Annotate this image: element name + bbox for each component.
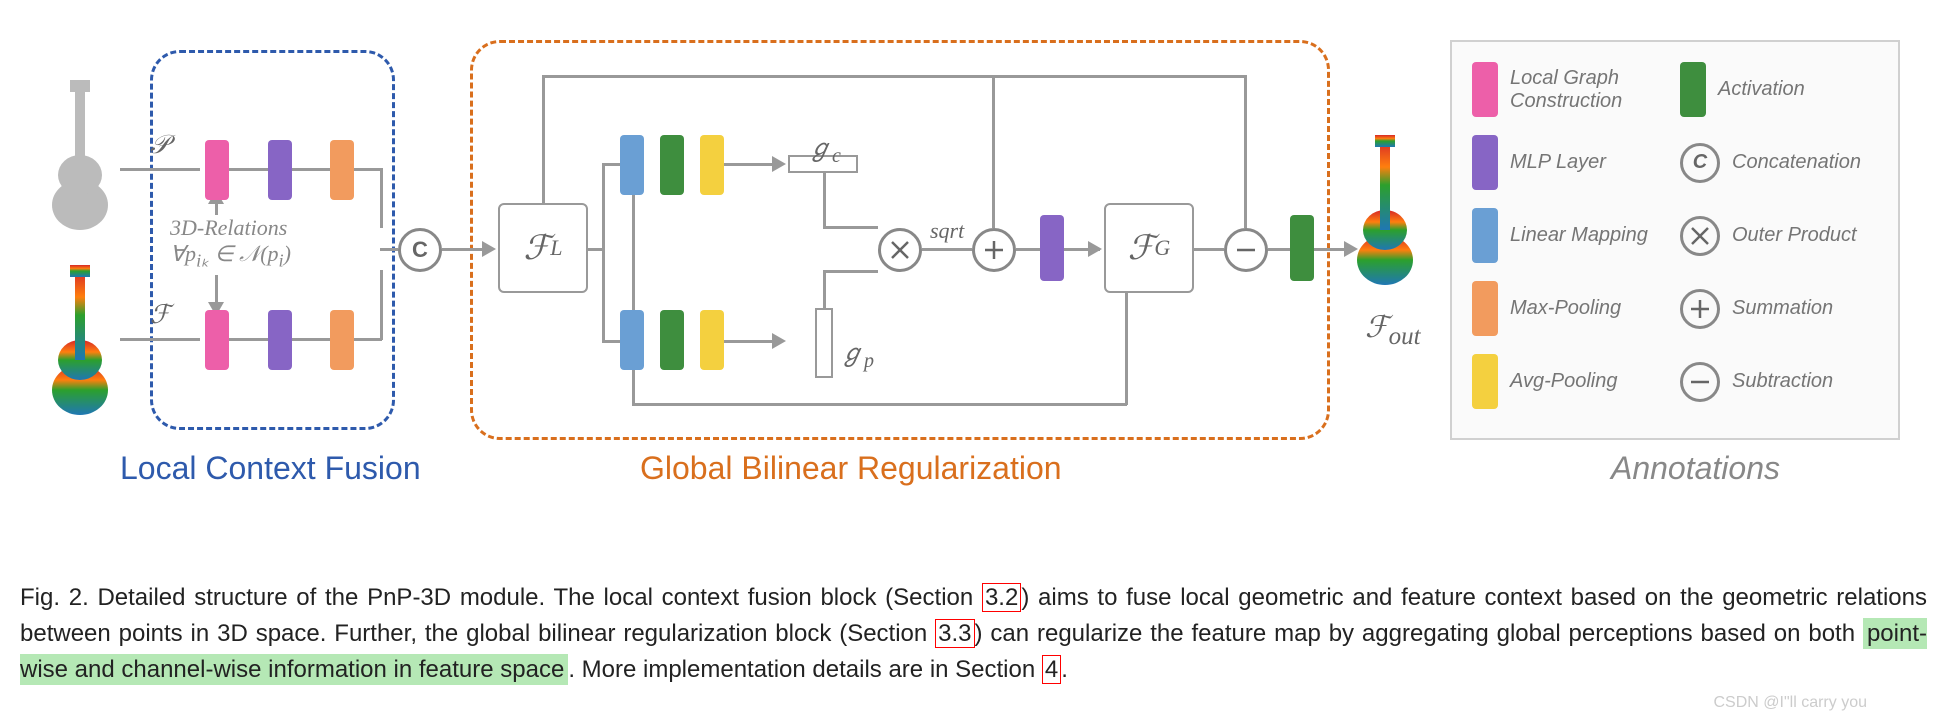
activation-block: [660, 310, 684, 370]
sqrt-label: sqrt: [930, 218, 964, 244]
legend-maxpool: Max-Pooling: [1472, 281, 1670, 336]
local_graph-block: [205, 140, 229, 200]
local-title: Local Context Fusion: [120, 450, 421, 487]
arrow-head: [1344, 241, 1358, 257]
architecture-diagram: 𝒫 ℱ 3D-Relations ∀piₖ ∈ 𝒩(pi) ℱout C ℱL …: [20, 20, 1920, 540]
arrow: [602, 163, 605, 343]
local_graph-block: [205, 310, 229, 370]
arrow: [602, 340, 620, 343]
mlp-block: [1040, 215, 1064, 281]
linear_mapping-block: [620, 135, 644, 195]
figure-caption: Fig. 2. Detailed structure of the PnP-3D…: [20, 580, 1927, 688]
gc-label: ℊc: [808, 128, 841, 168]
arrow: [1268, 248, 1290, 251]
legend-mlp: MLP Layer: [1472, 135, 1670, 190]
relations-label: 3D-Relations ∀piₖ ∈ 𝒩(pi): [170, 215, 291, 271]
arrow-head: [1088, 241, 1102, 257]
arrow: [823, 270, 878, 273]
outer-icon: [1680, 216, 1720, 256]
arrow: [632, 195, 635, 405]
sum-icon: [1680, 289, 1720, 329]
legend-linear: Linear Mapping: [1472, 208, 1670, 263]
max_pooling-block: [330, 310, 354, 370]
arrow: [588, 248, 603, 251]
activation-block: [1290, 215, 1314, 281]
gp-pool: [815, 308, 833, 378]
avg_pooling-block: [700, 135, 724, 195]
arrow: [120, 168, 200, 171]
legend-activation: Activation: [1680, 62, 1878, 117]
output-pointcloud: [1350, 130, 1420, 290]
arrow: [352, 168, 382, 171]
legend-summ: Summation: [1680, 281, 1878, 336]
arrow: [823, 173, 826, 226]
FG-box: ℱG: [1104, 203, 1194, 293]
max_pooling-block: [330, 140, 354, 200]
legend-concat: CConcatenation: [1680, 135, 1878, 190]
legend-box: Local Graph Construction Activation MLP …: [1450, 40, 1900, 440]
avg_pooling-block: [700, 310, 724, 370]
arrow: [1016, 248, 1040, 251]
arrow: [823, 226, 878, 229]
legend-local-graph: Local Graph Construction: [1472, 62, 1670, 117]
arrow: [215, 275, 218, 305]
arrow: [632, 403, 1127, 406]
arrow: [120, 338, 200, 341]
input-pointcloud-geometry: [45, 75, 115, 235]
arrow: [1125, 292, 1128, 405]
arrow: [380, 168, 383, 228]
legend-avgpool: Avg-Pooling: [1472, 354, 1670, 409]
arrow: [1194, 248, 1224, 251]
linear_mapping-block: [620, 310, 644, 370]
arrow: [602, 163, 620, 166]
gp-label: ℊp: [840, 333, 874, 373]
concat-icon: C: [1680, 143, 1720, 183]
activation-block: [660, 135, 684, 195]
arrow-head: [772, 333, 786, 349]
arrow: [823, 270, 826, 310]
mlp-block: [268, 310, 292, 370]
mlp-block: [268, 140, 292, 200]
legend-sub: Subtraction: [1680, 354, 1878, 409]
arrow: [228, 338, 268, 341]
symbol-F: ℱ: [150, 300, 170, 330]
outer-product-op: [878, 228, 922, 272]
arrow: [290, 168, 330, 171]
subtraction-op: [1224, 228, 1268, 272]
arrow-head: [772, 156, 786, 172]
arrow: [922, 248, 972, 251]
concat-op: C: [398, 228, 442, 272]
legend-outer: Outer Product: [1680, 208, 1878, 263]
arrow-head: [482, 241, 496, 257]
arrow: [380, 270, 383, 340]
arrow: [228, 168, 268, 171]
arrow: [1244, 75, 1247, 228]
arrow: [380, 248, 398, 251]
symbol-Fout: ℱout: [1365, 310, 1421, 351]
sub-icon: [1680, 362, 1720, 402]
arrow: [352, 338, 382, 341]
arrow: [290, 338, 330, 341]
summation-op: [972, 228, 1016, 272]
FL-box: ℱL: [498, 203, 588, 293]
arrow: [992, 75, 1246, 78]
input-pointcloud-features: [45, 260, 115, 420]
arrow: [542, 75, 994, 78]
annotations-title: Annotations: [1611, 450, 1780, 487]
arrow: [992, 75, 995, 228]
watermark: CSDN @I"ll carry you: [1714, 691, 1868, 715]
symbol-P: 𝒫: [150, 130, 169, 161]
arrow: [542, 75, 545, 203]
global-title: Global Bilinear Regularization: [640, 450, 1062, 487]
